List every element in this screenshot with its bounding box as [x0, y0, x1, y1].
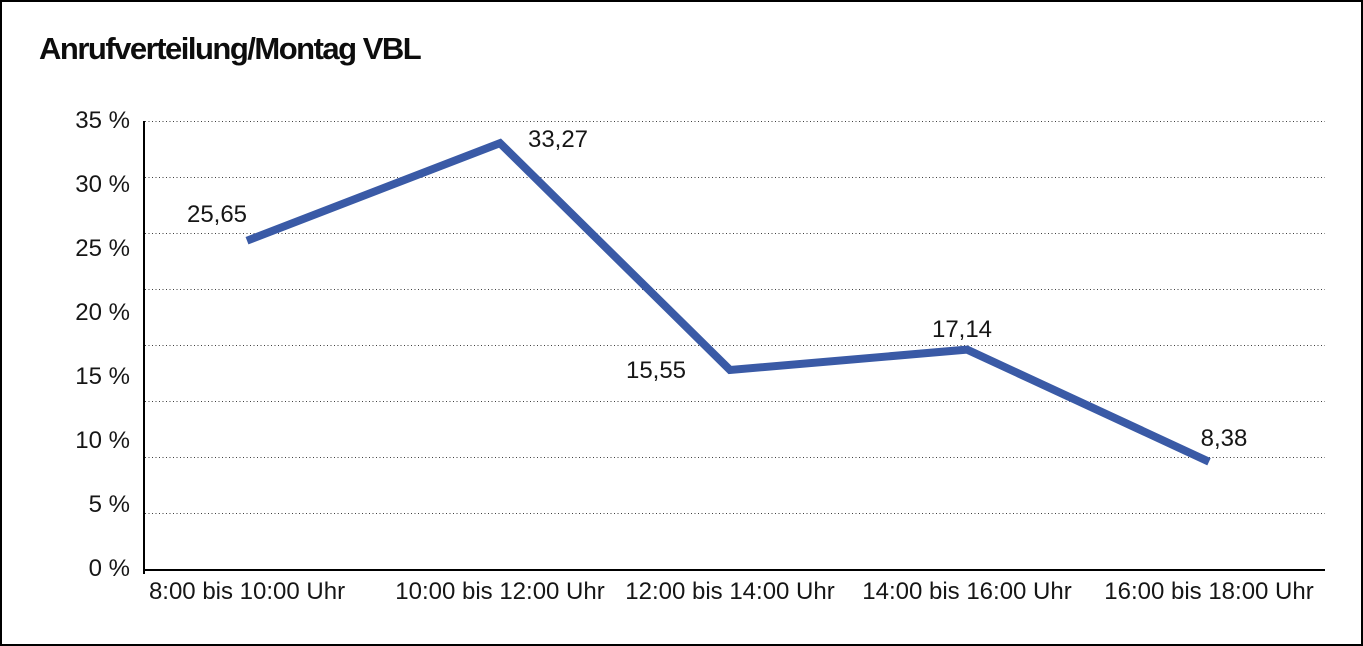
series-line: [245, 138, 1211, 466]
x-axis-category-label: 16:00 bis 18:00 Uhr: [1104, 578, 1314, 605]
gridline: [145, 121, 1325, 122]
line-series-svg: [245, 138, 1211, 466]
gridline: [145, 513, 1325, 514]
y-axis-tick-label: 20 %: [75, 299, 130, 326]
y-axis-tick-label: 5 %: [88, 491, 130, 518]
x-axis-category-label: 12:00 bis 14:00 Uhr: [625, 578, 835, 605]
y-axis-tick-label: 0 %: [88, 555, 130, 582]
gridline: [145, 177, 1325, 178]
data-point-label: 25,65: [186, 201, 248, 228]
y-axis-tick-label: 15 %: [75, 363, 130, 390]
x-axis-category-label: 14:00 bis 16:00 Uhr: [862, 578, 1072, 605]
y-axis-tick-label: 35 %: [75, 107, 130, 134]
gridline: [145, 457, 1325, 458]
data-point-label: 17,14: [931, 316, 993, 343]
gridline: [145, 289, 1325, 290]
y-axis-tick-label: 10 %: [75, 427, 130, 454]
data-point-label: 33,27: [527, 126, 589, 153]
gridline: [145, 345, 1325, 346]
y-axis-line: [143, 121, 145, 574]
x-axis-category-label: 10:00 bis 12:00 Uhr: [395, 578, 605, 605]
y-axis-tick-label: 30 %: [75, 171, 130, 198]
plot-area: [143, 121, 1325, 574]
gridline: [145, 401, 1325, 402]
x-axis-category-label: 8:00 bis 10:00 Uhr: [148, 578, 346, 605]
chart-title: Anrufverteilung/Montag VBL: [39, 31, 422, 66]
y-axis-tick-label: 25 %: [75, 235, 130, 262]
data-point-label: 15,55: [625, 357, 687, 384]
data-point-label: 8,38: [1200, 425, 1248, 452]
gridline: [145, 233, 1325, 234]
